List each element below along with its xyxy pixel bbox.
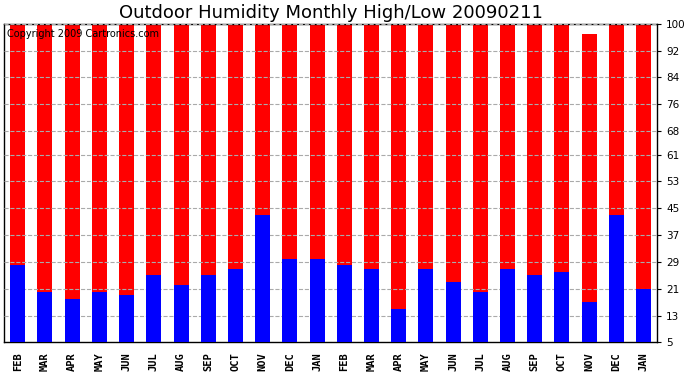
Bar	[119, 24, 134, 342]
Bar	[37, 292, 52, 342]
Bar	[201, 275, 216, 342]
Bar	[310, 258, 324, 342]
Bar	[146, 24, 161, 342]
Bar	[255, 24, 270, 342]
Bar	[201, 24, 216, 342]
Bar	[555, 24, 569, 342]
Text: Copyright 2009 Cartronics.com: Copyright 2009 Cartronics.com	[8, 28, 159, 39]
Bar	[391, 309, 406, 342]
Bar	[446, 24, 461, 342]
Bar	[473, 292, 488, 342]
Title: Outdoor Humidity Monthly High/Low 20090211: Outdoor Humidity Monthly High/Low 200902…	[119, 4, 542, 22]
Bar	[310, 24, 324, 342]
Bar	[174, 24, 188, 342]
Bar	[609, 215, 624, 342]
Bar	[636, 289, 651, 342]
Bar	[282, 24, 297, 342]
Bar	[65, 24, 79, 342]
Bar	[282, 258, 297, 342]
Bar	[527, 24, 542, 342]
Bar	[364, 268, 379, 342]
Bar	[500, 24, 515, 342]
Bar	[10, 265, 26, 342]
Bar	[609, 24, 624, 342]
Bar	[418, 268, 433, 342]
Bar	[446, 282, 461, 342]
Bar	[228, 24, 243, 342]
Bar	[146, 275, 161, 342]
Bar	[364, 24, 379, 342]
Bar	[255, 215, 270, 342]
Bar	[65, 299, 79, 342]
Bar	[555, 272, 569, 342]
Bar	[337, 265, 352, 342]
Bar	[37, 24, 52, 342]
Bar	[527, 275, 542, 342]
Bar	[337, 24, 352, 342]
Bar	[418, 24, 433, 342]
Bar	[473, 24, 488, 342]
Bar	[636, 24, 651, 342]
Bar	[10, 24, 26, 342]
Bar	[391, 24, 406, 342]
Bar	[582, 302, 597, 342]
Bar	[174, 285, 188, 342]
Bar	[500, 268, 515, 342]
Bar	[92, 24, 107, 342]
Bar	[582, 34, 597, 342]
Bar	[119, 296, 134, 342]
Bar	[228, 268, 243, 342]
Bar	[92, 292, 107, 342]
